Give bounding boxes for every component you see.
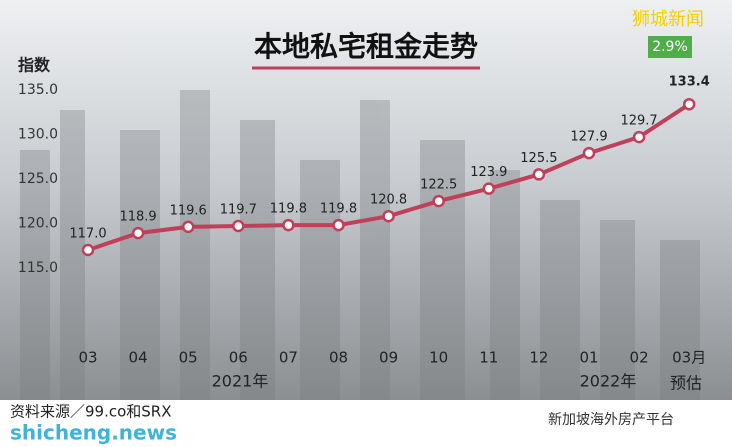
- x-tick-label: 03月: [672, 349, 706, 367]
- point: [532, 168, 546, 181]
- point: [332, 218, 345, 232]
- city-decoration: [20, 90, 700, 400]
- y-tick-label: 120.0: [18, 215, 58, 231]
- value-label: 129.7: [620, 114, 657, 129]
- value-label: 122.5: [420, 178, 457, 193]
- point: [232, 219, 245, 233]
- value-label: 119.8: [320, 202, 357, 217]
- x-tick-label: 07: [279, 349, 298, 367]
- x-tick-label: 01: [579, 349, 598, 367]
- y-axis-label: 指数: [18, 56, 51, 75]
- x-tick-label: 05: [179, 349, 198, 367]
- value-label: 118.9: [119, 210, 156, 225]
- x-tick-label: 10: [429, 349, 448, 367]
- point: [181, 220, 195, 234]
- point: [432, 194, 445, 208]
- value-label: 120.8: [370, 193, 407, 208]
- point: [81, 243, 95, 257]
- x-tick-label: 11: [479, 349, 498, 367]
- x-tick-label: 08: [329, 349, 348, 367]
- y-tick-label: 130.0: [18, 126, 58, 142]
- value-label: 125.5: [520, 151, 557, 166]
- value-label: 117.0: [69, 226, 106, 241]
- value-label: 119.8: [270, 202, 307, 217]
- watermark-top: 狮城新闻: [632, 9, 704, 30]
- value-label: 133.4: [669, 75, 710, 90]
- point: [382, 209, 395, 223]
- value-label: 119.7: [220, 202, 257, 217]
- value-label: 119.6: [170, 203, 207, 218]
- x-tick-label: 12: [529, 349, 548, 367]
- watermark-platform: 新加坡海外房产平台: [548, 412, 674, 428]
- y-tick-label: 115.0: [18, 260, 58, 276]
- x-tick-label: 04: [129, 349, 148, 367]
- point: [682, 97, 696, 111]
- x-tick-label: 03: [78, 349, 97, 367]
- value-label: 127.9: [570, 130, 607, 145]
- point: [282, 218, 295, 232]
- forecast-label: 预估: [670, 374, 702, 393]
- watermark-site: shicheng.news: [10, 421, 177, 445]
- source: 资料来源／99.co和SRX: [10, 403, 172, 421]
- year-label: 2022年: [580, 372, 637, 391]
- badge-text: 2.9%: [652, 39, 688, 55]
- footer-band: [0, 400, 732, 447]
- point: [482, 182, 496, 195]
- x-tick-label: 02: [630, 349, 649, 367]
- chart-title: 本地私宅租金走势: [254, 30, 478, 63]
- x-tick-label: 06: [229, 349, 248, 367]
- point: [582, 146, 596, 160]
- badge: [648, 36, 692, 58]
- x-tick-label: 09: [379, 349, 398, 367]
- y-tick-label: 135.0: [18, 82, 58, 98]
- value-label: 123.9: [470, 165, 507, 180]
- point: [632, 130, 646, 144]
- point: [131, 226, 145, 240]
- year-label: 2021年: [212, 372, 269, 391]
- y-tick-label: 125.0: [18, 171, 58, 187]
